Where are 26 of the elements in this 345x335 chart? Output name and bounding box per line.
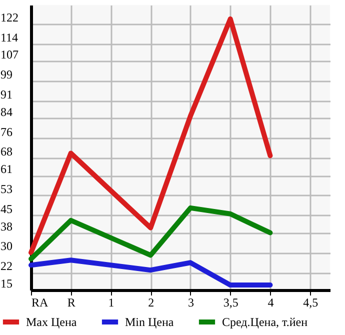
y-tick-label: 122 — [0, 10, 18, 24]
y-tick-label: 107 — [0, 48, 18, 62]
y-tick-label: 84 — [0, 104, 12, 119]
legend-label: Min Цена — [125, 315, 174, 329]
x-tick-label: 1 — [108, 296, 114, 310]
y-tick-label: 68 — [0, 144, 12, 159]
y-tick-label: 76 — [0, 124, 12, 139]
y-tick-label: 61 — [0, 162, 12, 176]
y-tick-label: 99 — [0, 68, 12, 82]
y-tick-label: 30 — [0, 239, 12, 254]
x-tick-label: R — [67, 296, 76, 310]
x-tick-label: 4 — [268, 296, 274, 310]
x-tick-label: RA — [32, 296, 49, 310]
legend-label: Max Цена — [26, 315, 78, 329]
x-tick-label: 3 — [188, 296, 194, 310]
legend-label: Сред.Цена, т.йен — [222, 315, 308, 329]
y-tick-label: 114 — [0, 30, 18, 44]
y-tick-label: 53 — [0, 182, 12, 196]
y-tick-label: 38 — [0, 219, 12, 234]
y-tick-label: 15 — [0, 276, 12, 290]
x-tick-label: 3,5 — [223, 296, 238, 310]
y-tick-label: 91 — [0, 87, 12, 102]
y-tick-label: 45 — [0, 202, 12, 216]
x-tick-label: 4,5 — [303, 296, 318, 310]
x-tick-label: 2 — [148, 296, 154, 310]
y-tick-label: 22 — [0, 259, 12, 274]
